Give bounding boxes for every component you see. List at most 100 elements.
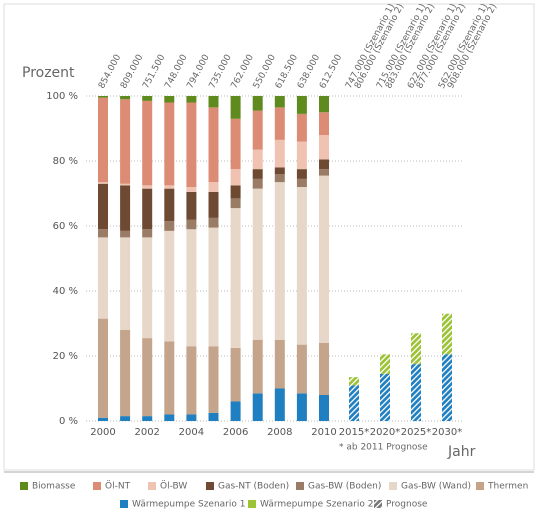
bar-segment bbox=[252, 110, 263, 150]
bar-segment bbox=[230, 401, 241, 421]
x-tick-label: 2015* bbox=[339, 427, 369, 438]
legend-swatch bbox=[296, 482, 304, 490]
legend-swatch bbox=[374, 500, 382, 508]
legend-label: Prognose bbox=[386, 500, 428, 510]
legend-label: Öl-NT bbox=[105, 481, 131, 492]
y-tick-label: 80 % bbox=[53, 156, 78, 167]
bar-segment bbox=[230, 185, 241, 199]
bar-segment bbox=[380, 354, 390, 374]
bar-segment bbox=[319, 343, 329, 395]
x-tick-label: 2008 bbox=[267, 427, 292, 438]
y-tick-label: 60 % bbox=[53, 221, 78, 232]
bar-segment bbox=[349, 377, 359, 386]
bar-segment bbox=[164, 221, 175, 231]
legend-label: Wärmepumpe Szenario 2 bbox=[260, 500, 373, 510]
y-tick-label: 20 % bbox=[53, 351, 78, 362]
bar-segment bbox=[164, 185, 175, 189]
bar-segment bbox=[142, 100, 153, 186]
bar-segment bbox=[230, 208, 241, 348]
bar-segment bbox=[319, 175, 329, 343]
x-tick-label: 2002 bbox=[134, 427, 159, 438]
bar-segment bbox=[164, 102, 175, 186]
legend-swatch bbox=[476, 482, 484, 490]
bar-segment bbox=[274, 107, 285, 140]
bar-segment bbox=[274, 167, 285, 174]
legend-swatch bbox=[20, 482, 28, 490]
bar-segment bbox=[230, 169, 241, 186]
bar-segment bbox=[208, 412, 219, 421]
bar-segment bbox=[252, 393, 263, 421]
bar-segment bbox=[296, 344, 307, 394]
bar-segment bbox=[208, 191, 219, 218]
x-tick-label: 2020* bbox=[370, 427, 400, 438]
bar-segment bbox=[319, 169, 329, 176]
note: * ab 2011 Prognose bbox=[339, 443, 428, 453]
frame bbox=[3, 3, 535, 471]
bar-segment bbox=[319, 135, 329, 160]
bar-segment bbox=[120, 96, 131, 100]
bar-segment bbox=[296, 113, 307, 142]
x-tick-label: 2006 bbox=[223, 427, 248, 438]
bar-segment bbox=[296, 96, 307, 114]
bar-segment bbox=[208, 217, 219, 228]
bar-segment bbox=[208, 107, 219, 183]
bar-segment bbox=[142, 416, 153, 421]
bar-segment bbox=[186, 191, 197, 220]
bar-segment bbox=[252, 178, 263, 189]
x-axis-label: Jahr bbox=[447, 444, 476, 460]
bar-segment bbox=[252, 96, 263, 111]
bar-segment bbox=[120, 230, 131, 238]
bar-segment bbox=[274, 339, 285, 389]
bar-segment bbox=[208, 182, 219, 192]
bar-segment bbox=[411, 333, 421, 365]
legend-swatch bbox=[389, 482, 397, 490]
legend-swatch bbox=[248, 500, 256, 508]
legend-label: Biomasse bbox=[32, 482, 76, 492]
bar-segment bbox=[142, 237, 153, 339]
bar-segment bbox=[411, 364, 421, 421]
legend-label: Gas-BW (Wand) bbox=[401, 482, 471, 492]
legend-swatch bbox=[206, 482, 214, 490]
bar-segment bbox=[208, 346, 219, 413]
bar-segment bbox=[319, 159, 329, 170]
bar-segment bbox=[208, 227, 219, 347]
bar-segment bbox=[164, 188, 175, 222]
bar-segment bbox=[274, 182, 285, 340]
bar-segment bbox=[142, 229, 153, 238]
bar-segment bbox=[98, 183, 108, 230]
bar-segment bbox=[164, 96, 175, 103]
bar-segment bbox=[186, 96, 197, 103]
bar-segment bbox=[186, 219, 197, 230]
bar-segment bbox=[296, 187, 307, 345]
y-tick-label: 100 % bbox=[46, 91, 78, 102]
bar-segment bbox=[274, 139, 285, 168]
x-tick-label: 2010 bbox=[311, 427, 336, 438]
bar-segment bbox=[120, 99, 131, 184]
legend-swatch bbox=[148, 482, 156, 490]
bar-segment bbox=[230, 347, 241, 402]
legend-label: Gas-BW (Boden) bbox=[308, 482, 381, 492]
legend-label: Öl-BW bbox=[160, 481, 187, 492]
bar-segment bbox=[120, 330, 131, 417]
bar-segment bbox=[319, 96, 329, 113]
bar-segment bbox=[164, 341, 175, 415]
bar-segment bbox=[98, 417, 108, 421]
bar-segment bbox=[296, 141, 307, 170]
legend-label: Wärmepumpe Szenario 1 bbox=[132, 500, 245, 510]
bar-segment bbox=[142, 188, 153, 230]
y-tick-label: 0 % bbox=[59, 416, 78, 427]
y-tick-label: 40 % bbox=[53, 286, 78, 297]
bar-segment bbox=[164, 230, 175, 342]
bar-segment bbox=[120, 416, 131, 421]
bar-segment bbox=[230, 96, 241, 119]
legend-label: Gas-NT (Boden) bbox=[218, 482, 289, 492]
bar-segment bbox=[274, 96, 285, 108]
bar-segment bbox=[98, 97, 108, 183]
bar-segment bbox=[186, 346, 197, 415]
total-label: 612.500 bbox=[318, 53, 344, 91]
bar-segment bbox=[252, 188, 263, 340]
bar-segment bbox=[120, 185, 131, 231]
bar-segment bbox=[252, 169, 263, 179]
